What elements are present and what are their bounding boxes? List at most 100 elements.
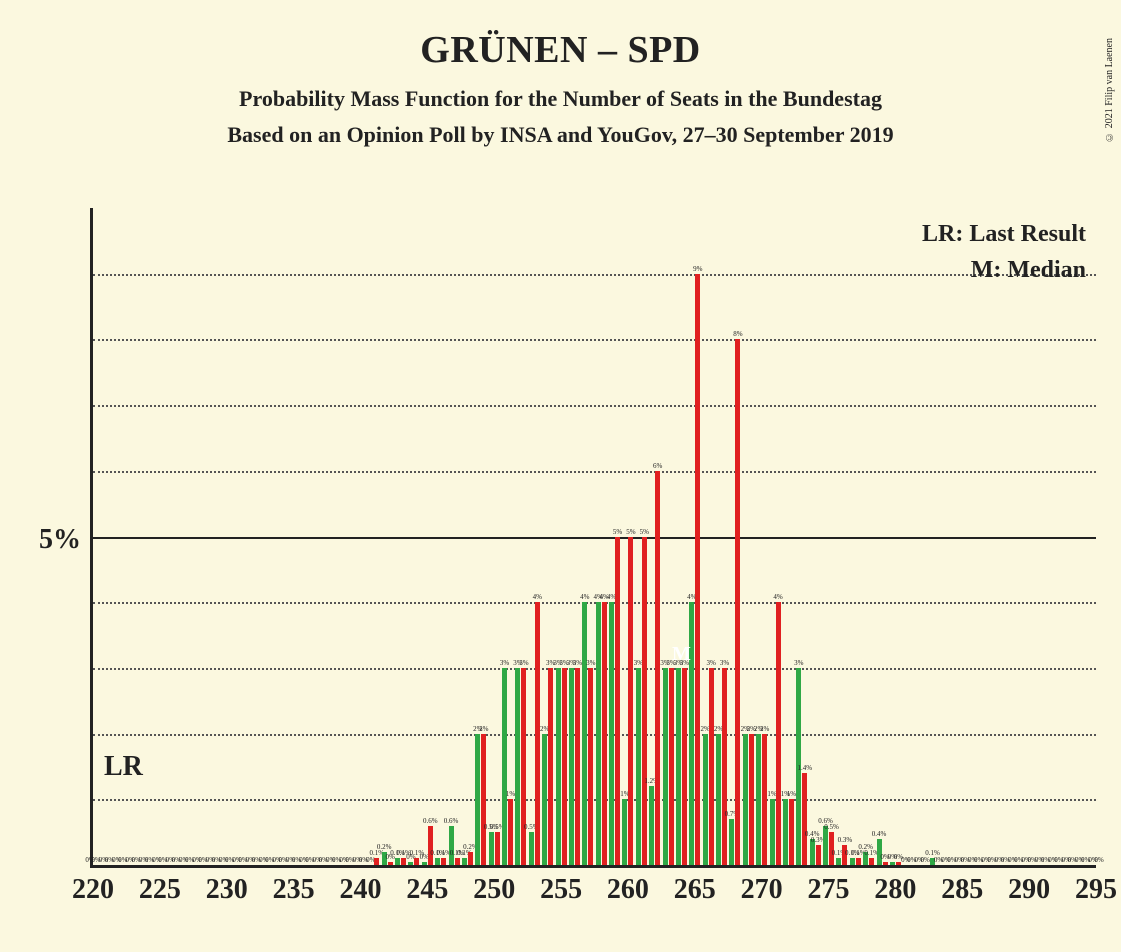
bar-group: 4%4% xyxy=(596,602,607,865)
bar-group: 0%0% xyxy=(890,862,901,865)
bar-green: 2% xyxy=(756,734,761,865)
bar-group: 1%5% xyxy=(622,537,633,866)
bar-group: 2%3% xyxy=(716,668,727,865)
x-tick-label: 290 xyxy=(1008,874,1050,906)
bar-green: 0.5% xyxy=(529,832,534,865)
bar-red: 3% xyxy=(722,668,727,865)
bar-green: 0% xyxy=(890,862,895,865)
bar-red: 0.6% xyxy=(428,826,433,865)
x-tick-label: 255 xyxy=(540,874,582,906)
bar-group: 0.7%8% xyxy=(729,339,740,865)
bar-value-label: 3% xyxy=(500,659,509,667)
bar-group: 0.6%0.1% xyxy=(449,826,460,865)
bar-group: 0.2%0.1% xyxy=(863,852,874,865)
bar-green: 2% xyxy=(542,734,547,865)
bar-green: 0.1% xyxy=(836,858,841,865)
bar-green: 2% xyxy=(475,734,480,865)
bar-value-label: 3% xyxy=(586,659,595,667)
bar-group: 4%3% xyxy=(582,602,593,865)
bar-group: 3%3% xyxy=(663,668,674,865)
bar-green: 4% xyxy=(689,602,694,865)
bar-green: 0.6% xyxy=(449,826,454,865)
bar-group: 3%3% xyxy=(556,668,567,865)
bar-group: 2%2% xyxy=(756,734,767,865)
bar-value-label: 1% xyxy=(787,790,796,798)
x-tick-label: 280 xyxy=(874,874,916,906)
bar-group: 0%0.1% xyxy=(408,858,419,865)
bar-value-label: 0% xyxy=(1094,856,1103,864)
bar-value-label: 5% xyxy=(640,528,649,536)
bar-green: 3% xyxy=(569,668,574,865)
bar-red: 4% xyxy=(776,602,781,865)
bar-green: 3% xyxy=(663,668,668,865)
bar-value-label: 3% xyxy=(519,659,528,667)
bar-value-label: 5% xyxy=(613,528,622,536)
bar-red: 0% xyxy=(883,862,888,865)
bar-group: 3%3% xyxy=(569,668,580,865)
bar-value-label: 3% xyxy=(794,659,803,667)
bar-group: 0.6%0.5% xyxy=(823,826,834,865)
bar-value-label: 3% xyxy=(573,659,582,667)
bar-green: 0.1% xyxy=(462,858,467,865)
bar-group: 3%3% xyxy=(515,668,526,865)
x-tick-label: 250 xyxy=(473,874,515,906)
bar-red: 9% xyxy=(695,274,700,865)
bar-value-label: 3% xyxy=(707,659,716,667)
bar-red: 5% xyxy=(642,537,647,866)
bar-green: 2% xyxy=(743,734,748,865)
bar-red: 3% xyxy=(709,668,714,865)
bar-group: 0.1%0.1% xyxy=(435,858,446,865)
chart-subtitle-1: Probability Mass Function for the Number… xyxy=(0,86,1121,112)
x-tick-label: 260 xyxy=(607,874,649,906)
chart-title: GRÜNEN – SPD xyxy=(0,28,1121,72)
x-tick-label: 235 xyxy=(273,874,315,906)
bar-group: 0.5%0.5% xyxy=(489,832,500,865)
bar-green: 4% xyxy=(609,602,614,865)
bar-red: 0% xyxy=(388,862,393,865)
bar-value-label: 3% xyxy=(720,659,729,667)
bar-group: 0.1%0.1% xyxy=(850,858,861,865)
bar-green: 0% xyxy=(408,862,413,865)
bar-red: 0.1% xyxy=(374,858,379,865)
x-tick-label: 245 xyxy=(406,874,448,906)
bar-group: 4%5% xyxy=(609,537,620,866)
bar-value-label: 5% xyxy=(626,528,635,536)
bar-group: 0.4%0% xyxy=(877,839,888,865)
bar-value-label: 4% xyxy=(580,593,589,601)
x-tick-label: 220 xyxy=(72,874,114,906)
x-tick-label: 295 xyxy=(1075,874,1117,906)
bar-group: 1%1% xyxy=(783,799,794,865)
bar-red: 1% xyxy=(789,799,794,865)
bar-group: 0%0.1% xyxy=(368,858,379,865)
x-axis xyxy=(90,865,1096,868)
bar-value-label: 4% xyxy=(533,593,542,601)
bar-group: 2%3% xyxy=(542,668,553,865)
bar-green: 4% xyxy=(596,602,601,865)
bar-green: 1.2% xyxy=(649,786,654,865)
bar-red: 2% xyxy=(762,734,767,865)
bar-group: 0.4%0.3% xyxy=(810,839,821,865)
bar-green: 0.1% xyxy=(435,858,440,865)
bar-green: 2% xyxy=(703,734,708,865)
bar-red: 2% xyxy=(481,734,486,865)
bar-green: 4% xyxy=(582,602,587,865)
bar-group: 3%5% xyxy=(636,537,647,866)
bar-value-label: 2% xyxy=(479,725,488,733)
bar-red: 4% xyxy=(535,602,540,865)
bar-group: 2%2% xyxy=(743,734,754,865)
x-tick-label: 275 xyxy=(808,874,850,906)
bar-red: 3% xyxy=(548,668,553,865)
bar-red: 0.5% xyxy=(495,832,500,865)
bar-green: 3% xyxy=(556,668,561,865)
bar-red: 3% xyxy=(562,668,567,865)
bar-red: 3% xyxy=(588,668,593,865)
bar-group: 1.2%6% xyxy=(649,471,660,865)
bar-group: 4%9% xyxy=(689,274,700,865)
x-tick-label: 230 xyxy=(206,874,248,906)
bar-red: 8% xyxy=(735,339,740,865)
copyright-text: © 2021 Filip van Laenen xyxy=(1104,38,1115,142)
bar-green: 3% xyxy=(502,668,507,865)
bar-red: 3% xyxy=(521,668,526,865)
bar-value-label: 6% xyxy=(653,462,662,470)
bar-green: 3% xyxy=(636,668,641,865)
